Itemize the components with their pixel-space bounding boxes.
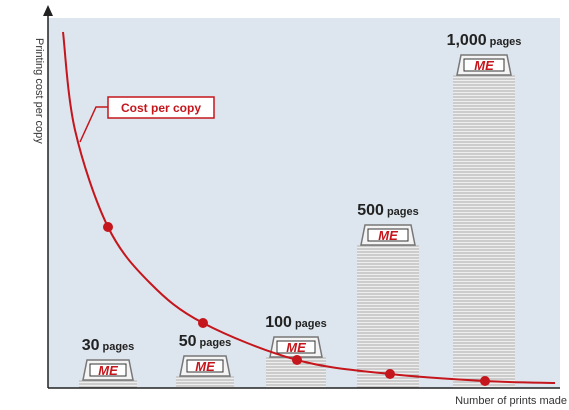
- y-axis-arrow: [43, 5, 53, 16]
- page-unit: pages: [295, 318, 327, 330]
- curve-point: [292, 355, 302, 365]
- page-unit: pages: [490, 36, 522, 48]
- logo-text: ME: [378, 228, 398, 243]
- page-unit: pages: [387, 206, 419, 218]
- page-count: 500: [357, 202, 384, 219]
- logo-text: ME: [195, 359, 215, 374]
- logo-text: ME: [474, 58, 494, 73]
- logo-text: ME: [98, 363, 118, 378]
- infographic: ME30pagesME50pagesME100pagesME500pagesME…: [0, 0, 569, 410]
- stack-body: [357, 245, 419, 388]
- logo-text: ME: [286, 340, 306, 355]
- page-count: 30: [82, 337, 100, 354]
- page-count: 100: [265, 314, 292, 331]
- page-unit: pages: [200, 337, 232, 349]
- page-count: 1,000: [447, 32, 487, 49]
- page-unit: pages: [103, 341, 135, 353]
- callout-label: Cost per copy: [121, 101, 201, 115]
- y-axis-label: Printing cost per copy: [33, 38, 45, 144]
- curve-point: [385, 369, 395, 379]
- curve-point: [480, 376, 490, 386]
- x-axis-label: Number of prints made: [455, 395, 567, 407]
- curve-point: [103, 222, 113, 232]
- curve-point: [198, 318, 208, 328]
- page-count: 50: [179, 333, 197, 350]
